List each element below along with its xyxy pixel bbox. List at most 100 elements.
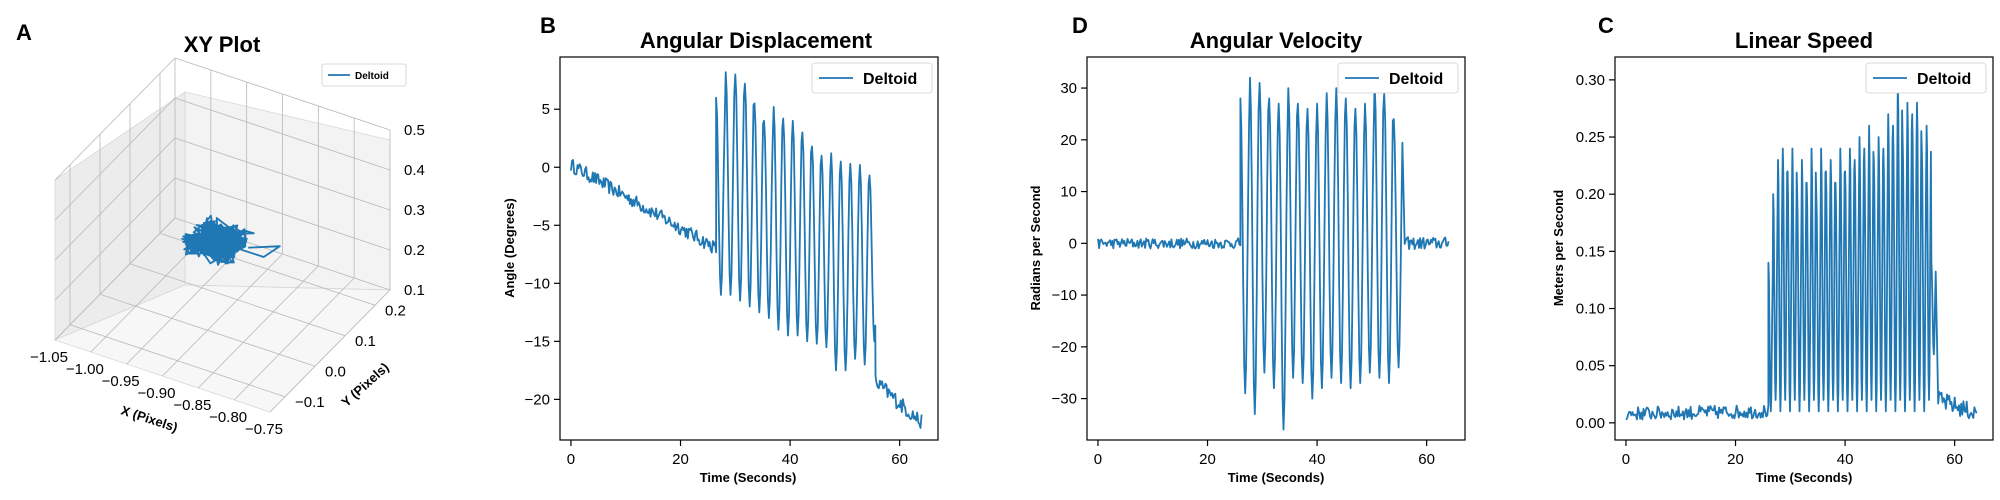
panel-letter-c: C [1598, 13, 1614, 38]
xy-back-grid-z-3 [174, 97, 391, 171]
vel-x-axis-label: Time (Seconds) [1228, 470, 1325, 485]
disp-axes: 0 20 40 60 5 0 −5 −10 −15 −20 [525, 101, 908, 468]
speed-x-axis-label: Time (Seconds) [1756, 470, 1853, 485]
panel-letter-a: A [16, 20, 32, 45]
xy-x-tick-label-6: −0.75 [245, 421, 283, 438]
disp-y-tick-label-5: −20 [525, 391, 550, 408]
xy-x-tick-label-2: −0.95 [102, 373, 140, 390]
speed-x-tick-label-1: 20 [1727, 451, 1744, 468]
speed-y-tick-label-0: 0.30 [1576, 72, 1605, 89]
disp-x-tick-label-0: 0 [567, 451, 575, 468]
speed-y-tick-label-6: 0.00 [1576, 415, 1605, 432]
xy-y-tick-label-1: 0.0 [325, 363, 346, 380]
speed-series-line-deltoid [1625, 79, 1978, 421]
xy-left-grid-z-0 [54, 217, 176, 341]
disp-legend: Deltoid [811, 62, 933, 94]
disp-y-tick-label-2: −5 [533, 217, 550, 234]
speed-title: Linear Speed [1735, 28, 1873, 53]
xy-y-axis-label: Y (Pixels) [338, 360, 391, 410]
vel-y-tick-label-5: −20 [1052, 339, 1077, 356]
disp-x-axis-label: Time (Seconds) [700, 470, 797, 485]
speed-plot-frame [1614, 56, 1994, 441]
disp-legend-box [811, 62, 933, 94]
speed-y-tick-label-3: 0.15 [1576, 243, 1605, 260]
disp-series-line-deltoid [570, 71, 923, 429]
xy-x-tick-label-3: −0.90 [138, 385, 176, 402]
xy-y-tick-label-0: −0.1 [295, 394, 325, 411]
vel-series-line-deltoid [1097, 76, 1450, 431]
xy-floor-grid-y-1 [99, 293, 316, 367]
panel-xy-plot: A XY Plot −1.05−1.00−0.95−0.90−0.85−0.80… [16, 20, 425, 438]
disp-x-tick-label-1: 20 [672, 451, 689, 468]
panel-letter-b: B [540, 13, 556, 38]
disp-y-tick-label-4: −15 [525, 333, 550, 350]
vel-y-tick-label-4: −10 [1052, 287, 1077, 304]
speed-y-tick-label-1: 0.25 [1576, 129, 1605, 146]
xy-x-tick-label-4: −0.85 [173, 397, 211, 414]
disp-y-axis-label: Angle (Degrees) [502, 198, 517, 298]
xy-x-tick-label-5: −0.80 [209, 409, 247, 426]
vel-plot-frame [1086, 56, 1466, 441]
xy-x-axis-label: X (Pixels) [119, 403, 179, 435]
speed-x-tick-label-0: 0 [1622, 451, 1630, 468]
speed-x-tick-label-2: 40 [1837, 451, 1854, 468]
speed-axes: 0 20 40 60 0.30 0.25 0.20 0.15 0.10 0.05 0.00 [1576, 72, 1963, 468]
disp-y-tick-label-0: 5 [542, 101, 550, 118]
disp-plot-frame [559, 56, 939, 441]
disp-x-tick-label-2: 40 [782, 451, 799, 468]
xy-z-tick-label-4: 0.5 [404, 122, 425, 139]
vel-legend-box [1337, 62, 1459, 94]
xy-legend: Deltoid [321, 63, 407, 87]
xy-y-tick-label-2: 0.1 [355, 333, 376, 350]
speed-y-axis-label: Meters per Second [1551, 190, 1566, 306]
xy-floor-grid-y-2 [129, 263, 346, 337]
xy-z-tick-label-2: 0.3 [404, 202, 425, 219]
vel-axes: 0 20 40 60 30 20 10 0 −10 −20 −30 [1052, 80, 1435, 468]
speed-y-tick-label-5: 0.05 [1576, 358, 1605, 375]
disp-title: Angular Displacement [640, 28, 873, 53]
xy-x-tick-label-1: −1.00 [66, 361, 104, 378]
vel-x-tick-label-3: 60 [1418, 451, 1435, 468]
vel-y-tick-label-2: 10 [1060, 184, 1077, 201]
xy-left-grid-z-4 [54, 57, 176, 181]
panel-linear-speed: C Linear Speed 0 20 40 60 0.30 0.25 0.20 0.15 0.… [1551, 13, 1994, 485]
panel-angular-displacement: B Angular Displacement 0 20 40 60 5 0 −5 −10 −15… [502, 13, 939, 485]
xy-z-tick-label-0: 0.1 [404, 282, 425, 299]
xy-series-line-deltoid [181, 214, 281, 266]
xy-grid [54, 57, 391, 413]
disp-x-tick-label-3: 60 [891, 451, 908, 468]
xy-floor-grid-x-4 [198, 265, 319, 389]
xy-back-grid-z-1 [174, 177, 391, 251]
xy-floor-grid-y-0 [69, 324, 286, 398]
xy-legend-label: Deltoid [355, 71, 389, 82]
xy-legend-box [321, 63, 407, 87]
speed-y-tick-label-2: 0.20 [1576, 186, 1605, 203]
speed-y-tick-label-4: 0.10 [1576, 301, 1605, 318]
xy-ticks: −1.05−1.00−0.95−0.90−0.85−0.80−0.75−0.10… [30, 122, 425, 438]
speed-legend: Deltoid [1865, 62, 1987, 94]
xy-z-tick-label-1: 0.2 [404, 242, 425, 259]
xy-back-grid-z-2 [174, 137, 391, 211]
vel-x-tick-label-0: 0 [1094, 451, 1102, 468]
xy-left-grid-z-3 [54, 97, 176, 221]
xy-floor-grid-x-3 [162, 253, 283, 377]
xy-floor-grid-x-6 [269, 289, 391, 413]
vel-y-tick-label-6: −30 [1052, 391, 1077, 408]
disp-y-tick-label-3: −10 [525, 275, 550, 292]
speed-x-tick-label-3: 60 [1946, 451, 1963, 468]
vel-y-tick-label-3: 0 [1069, 235, 1077, 252]
panel-letter-d: D [1072, 13, 1088, 38]
xy-left-grid-z-2 [54, 137, 176, 261]
vel-y-tick-label-1: 20 [1060, 132, 1077, 149]
xy-floor-grid-x-5 [233, 277, 355, 401]
xy-x-tick-label-0: −1.05 [30, 349, 68, 366]
xy-z-tick-label-3: 0.4 [404, 162, 425, 179]
vel-legend-label: Deltoid [1389, 71, 1443, 88]
vel-legend: Deltoid [1337, 62, 1459, 94]
speed-legend-box [1865, 62, 1987, 94]
panel-angular-velocity: D Angular Velocity 0 20 40 60 30 20 10 0 −10 −20 −… [1028, 13, 1466, 485]
vel-title: Angular Velocity [1190, 28, 1363, 53]
vel-y-tick-label-0: 30 [1060, 80, 1077, 97]
xy-y-tick-label-3: 0.2 [385, 302, 406, 319]
